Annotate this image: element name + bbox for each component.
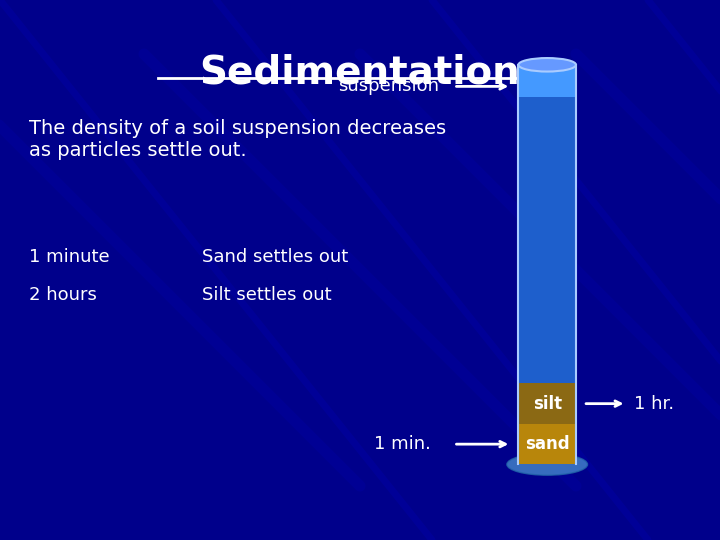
Text: Sand settles out: Sand settles out [202,248,348,266]
Text: The density of a soil suspension decreases
as particles settle out.: The density of a soil suspension decreas… [29,119,446,160]
Text: 1 hr.: 1 hr. [634,395,674,413]
Text: suspension: suspension [338,77,439,96]
Text: 1 minute: 1 minute [29,248,109,266]
FancyBboxPatch shape [518,65,576,97]
Text: Silt settles out: Silt settles out [202,286,331,304]
FancyBboxPatch shape [518,424,576,464]
Text: sand: sand [525,435,570,453]
Ellipse shape [507,454,588,475]
Text: 2 hours: 2 hours [29,286,96,304]
Text: silt: silt [533,395,562,413]
Text: Sedimentation: Sedimentation [199,54,521,92]
FancyBboxPatch shape [518,97,576,383]
FancyBboxPatch shape [518,383,576,424]
Ellipse shape [518,58,576,71]
Text: 1 min.: 1 min. [374,435,431,453]
